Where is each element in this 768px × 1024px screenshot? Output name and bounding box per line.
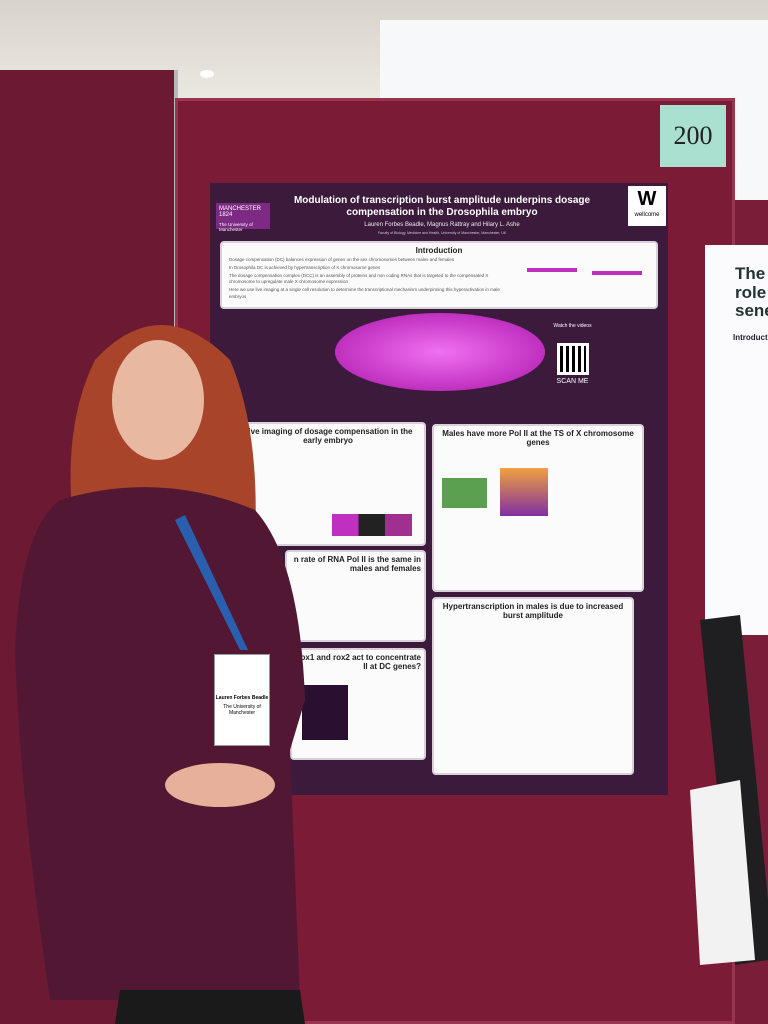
poster-authors: Lauren Forbes Beadle, Magnus Rattray and…: [364, 222, 520, 228]
bag: [690, 780, 755, 965]
section-heading: Males have more Pol II at the TS of X ch…: [442, 429, 634, 448]
logo-name: MANCHESTER 1824: [219, 206, 262, 218]
intro-heading: Introduction: [415, 246, 463, 255]
funder-name: wellcome: [634, 212, 660, 218]
section-panel: rox1 and rox2 act to concentrate II at D…: [290, 648, 426, 760]
side-poster-heading: Introduction: [733, 333, 768, 342]
poster-affiliation: Faculty of Biology, Medicine and Health,…: [377, 231, 507, 235]
section-heading: Hypertranscription in males is due to in…: [442, 602, 624, 621]
section-panel: Males have more Pol II at the TS of X ch…: [432, 424, 644, 592]
intro-bullet: The dosage compensation complex (DCC) is…: [229, 273, 489, 285]
section-heading: rox1 and rox2 act to concentrate II at D…: [297, 653, 421, 672]
diagram-bar: [527, 268, 577, 272]
embryo-image: [335, 313, 545, 391]
dress: [15, 487, 305, 1001]
intro-bullets: Dosage compensation (DC) balances expres…: [225, 257, 515, 299]
diagram-bar: [592, 271, 642, 275]
intro-panel: Introduction Dosage compensation (DC) ba…: [220, 241, 658, 309]
figure: [332, 514, 412, 536]
university-logo: MANCHESTER 1824 The University of Manches…: [216, 203, 270, 232]
hands: [165, 763, 275, 807]
lanyard: [175, 515, 248, 650]
figure: [442, 478, 487, 508]
board-number: 200: [660, 105, 726, 167]
face: [112, 340, 204, 460]
section-heading: n rate of RNA Pol II is the same in male…: [293, 555, 421, 574]
section-panel: n rate of RNA Pol II is the same in male…: [285, 550, 426, 642]
intro-bullet: In Drosophila DC is achieved by hypertra…: [229, 265, 381, 271]
name-badge: Lauren Forbes Beadle The University of M…: [214, 654, 270, 746]
qr-code: [557, 343, 589, 375]
section-heading: Live imaging of dosage compensation in t…: [243, 427, 413, 446]
ceiling-light: [200, 70, 214, 78]
badge-org: The University of Manchester: [223, 704, 261, 716]
figure: [500, 468, 548, 516]
video-caption: Watch the videos: [553, 323, 592, 329]
figure: [302, 685, 348, 740]
intro-bullet: Dosage compensation (DC) balances expres…: [229, 257, 455, 263]
funder-mark: W: [637, 188, 657, 210]
poster-title: Modulation of transcription burst amplit…: [293, 195, 591, 218]
qr-label: SCAN ME: [556, 378, 589, 385]
intro-bullet: Here we use live imaging at a single cel…: [229, 287, 500, 299]
legs: [115, 990, 305, 1024]
badge-name: Lauren Forbes Beadle: [215, 695, 269, 701]
side-poster: The role senesce Introduction: [705, 245, 768, 635]
side-poster-title: The role senesce: [735, 264, 768, 321]
logo-sub: The University of Manchester: [219, 222, 253, 232]
section-panel: Hypertranscription in males is due to in…: [432, 597, 634, 775]
